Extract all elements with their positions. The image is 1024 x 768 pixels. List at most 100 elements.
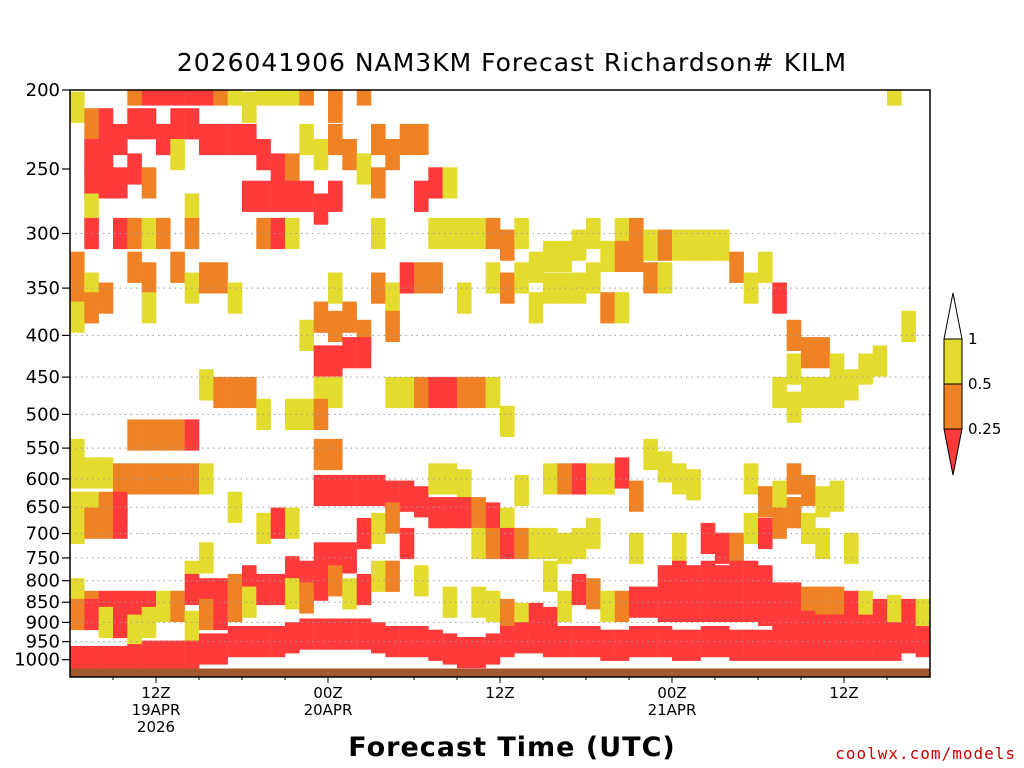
heatmap-cell <box>199 633 214 665</box>
heatmap-cell <box>127 614 142 646</box>
heatmap-cell <box>672 590 687 622</box>
heatmap-cell <box>815 337 830 369</box>
heatmap-cell <box>500 626 515 658</box>
heatmap-cell <box>643 586 658 618</box>
heatmap-cell <box>614 457 630 489</box>
heatmap-cell <box>686 469 701 501</box>
heatmap-cell <box>428 497 443 529</box>
heatmap-cell <box>242 91 257 123</box>
heatmap-cell <box>528 527 544 560</box>
heatmap-cell <box>184 193 200 225</box>
heatmap-cell <box>371 560 386 592</box>
heatmap-cell <box>672 629 687 661</box>
heatmap-cell <box>141 167 157 199</box>
heatmap-cell <box>285 398 300 430</box>
heatmap-cell <box>772 507 787 539</box>
heatmap-cell <box>629 586 644 618</box>
heatmap-cell <box>801 337 816 369</box>
heatmap-cell <box>213 633 228 665</box>
heatmap-cell <box>328 91 343 123</box>
heatmap-cell <box>199 598 214 631</box>
heatmap-cell <box>571 527 587 560</box>
heatmap-cell <box>643 438 658 471</box>
heatmap-cell <box>127 463 142 495</box>
heatmap-cell <box>170 139 185 171</box>
heatmap-cell <box>184 640 200 672</box>
heatmap-cell <box>313 301 329 333</box>
heatmap-cell <box>399 123 415 156</box>
heatmap-cell <box>213 262 228 294</box>
heatmap-cell <box>199 90 214 106</box>
heatmap-cell <box>328 180 343 212</box>
heatmap-cell <box>84 457 99 489</box>
heatmap-cell <box>371 123 386 156</box>
heatmap-cell <box>557 532 572 564</box>
y-tick-label: 700 <box>26 524 60 545</box>
heatmap-cell <box>127 644 142 676</box>
heatmap-cell <box>500 527 515 560</box>
heatmap-cell <box>485 502 501 534</box>
heatmap-cell <box>772 629 787 661</box>
heatmap-cell <box>371 474 386 507</box>
heatmap-cell <box>414 565 429 597</box>
heatmap-cell <box>758 486 773 518</box>
heatmap-cell <box>213 90 228 106</box>
heatmap-cell <box>414 376 429 409</box>
heatmap-cell <box>729 560 744 592</box>
heatmap-cell <box>213 376 228 409</box>
heatmap-cell <box>786 319 802 351</box>
heatmap-cell <box>328 345 343 377</box>
heatmap-cell <box>629 480 644 512</box>
ground-layer <box>70 668 930 677</box>
heatmap-cell <box>313 398 329 430</box>
heatmap-cell <box>127 90 142 106</box>
y-tick-label: 850 <box>26 592 60 613</box>
heatmap-cell <box>829 629 845 661</box>
heatmap-cell <box>141 419 157 451</box>
heatmap-cell <box>786 629 802 661</box>
heatmap-cell <box>614 629 630 661</box>
heatmap-cell <box>557 240 572 272</box>
x-tick-label: 20APR <box>304 701 353 719</box>
heatmap-cell <box>299 618 314 650</box>
source-credit: coolwx.com/models <box>835 744 1016 763</box>
heatmap-cell <box>700 590 716 622</box>
heatmap-cell <box>657 262 673 294</box>
heatmap-cell <box>500 405 515 437</box>
heatmap-cell <box>113 167 128 199</box>
heatmap-cell <box>356 337 372 369</box>
x-tick-label: 00Z <box>657 684 686 702</box>
x-tick-label: 19APR <box>132 701 181 719</box>
heatmap-cell <box>672 229 687 261</box>
heatmap-cell <box>844 532 859 564</box>
heatmap-cell <box>614 292 630 324</box>
heatmap-cell <box>815 527 830 560</box>
heatmap-cell <box>184 573 200 606</box>
x-tick-label: 12Z <box>141 684 170 702</box>
heatmap-cell <box>858 353 873 385</box>
heatmap-cell <box>485 590 501 622</box>
heatmap-cell <box>199 262 214 294</box>
heatmap-cell <box>528 292 544 324</box>
y-tick-label: 900 <box>26 612 60 633</box>
y-tick-label: 300 <box>26 224 60 245</box>
heatmap-cell <box>285 217 300 250</box>
heatmap-cell <box>758 517 773 550</box>
heatmap-cell <box>715 229 730 261</box>
heatmap-cell <box>557 463 572 495</box>
heatmap-cell <box>184 610 200 642</box>
heatmap-cell <box>84 193 99 225</box>
heatmap-cell <box>442 167 458 199</box>
heatmap-cell <box>815 586 830 618</box>
heatmap-cell <box>743 272 759 304</box>
legend: 1 0.5 0.25 <box>943 292 1001 476</box>
heatmap-cell <box>514 262 529 294</box>
heatmap-cell <box>270 217 286 250</box>
y-tick-label: 550 <box>26 438 60 459</box>
heatmap-cell <box>156 123 171 156</box>
heatmap-cell <box>414 262 429 294</box>
heatmap-cell <box>758 565 773 597</box>
heatmap-cell <box>915 598 931 631</box>
heatmap-cell <box>815 486 830 518</box>
